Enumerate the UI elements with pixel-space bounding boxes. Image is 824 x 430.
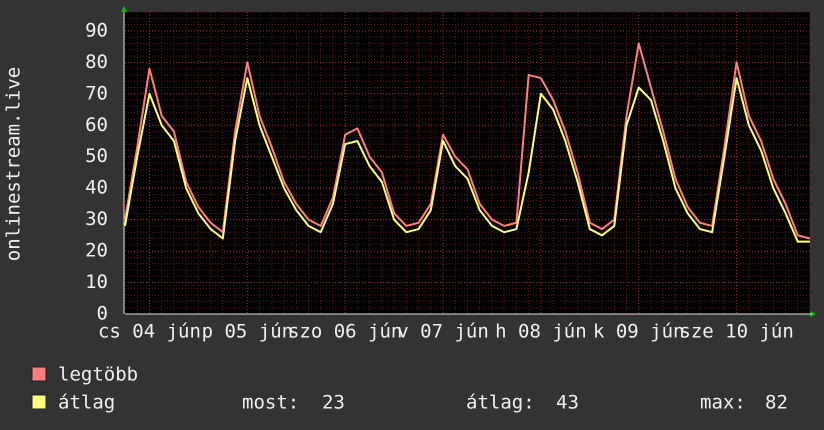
y-tick-label: 20 — [85, 240, 108, 262]
x-tick-label: sze 10 jún — [679, 321, 793, 343]
y-axis-arrow — [121, 6, 127, 12]
y-tick-label: 60 — [85, 114, 108, 136]
legend-label: átlag — [58, 392, 115, 414]
legend-label: legtöbb — [58, 364, 138, 386]
stat-value: 82 — [765, 392, 788, 414]
y-tick-label: 50 — [85, 145, 108, 167]
x-tick-label: k 09 jún — [593, 321, 685, 343]
y-tick-label: 70 — [85, 82, 108, 104]
x-axis-arrow — [810, 311, 816, 317]
stat-value: 43 — [556, 392, 579, 414]
y-axis-label: onlinestream.live — [3, 67, 25, 261]
stat-label: átlag: — [466, 392, 535, 414]
y-tick-label: 90 — [85, 19, 108, 41]
x-tick-label: szo 06 jún — [288, 321, 402, 343]
y-tick-label: 0 — [97, 303, 108, 325]
y-tick-label: 80 — [85, 51, 108, 73]
x-tick-label: v 07 jún — [397, 321, 489, 343]
x-tick-label: p 05 jún — [202, 321, 294, 343]
stat-value: 23 — [322, 392, 345, 414]
y-tick-label: 40 — [85, 177, 108, 199]
y-tick-label: 10 — [85, 271, 108, 293]
x-tick-label: cs 04 jún — [98, 321, 201, 343]
series-line — [124, 42, 811, 240]
series-line — [124, 77, 810, 243]
x-tick-label: h 08 jún — [495, 321, 587, 343]
stat-label: max: — [700, 392, 746, 414]
stat-label: most: — [242, 392, 299, 414]
legend-swatch — [31, 394, 47, 410]
legend-swatch — [31, 366, 47, 382]
y-tick-label: 30 — [85, 208, 108, 230]
